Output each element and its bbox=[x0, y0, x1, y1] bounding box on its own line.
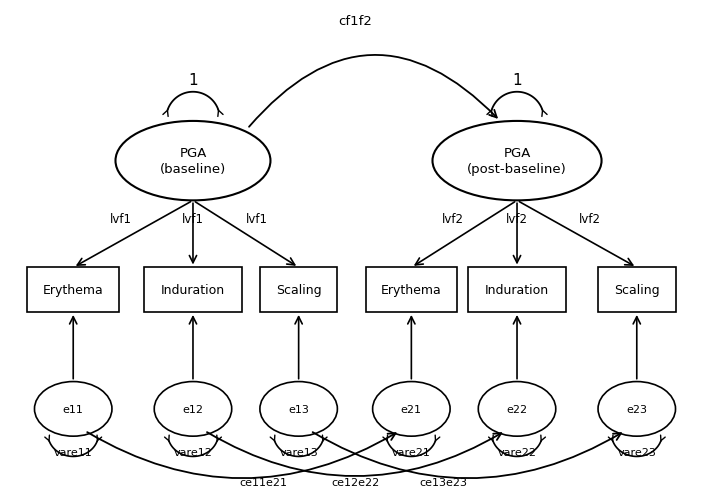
Text: vare23: vare23 bbox=[617, 447, 656, 457]
Bar bbox=[260, 268, 337, 313]
Text: e13: e13 bbox=[288, 404, 309, 414]
Text: lvf1: lvf1 bbox=[246, 213, 268, 226]
Text: Scaling: Scaling bbox=[614, 284, 660, 297]
Text: 1: 1 bbox=[512, 73, 522, 88]
Text: vare12: vare12 bbox=[173, 447, 212, 457]
Text: Induration: Induration bbox=[485, 284, 549, 297]
Text: cf1f2: cf1f2 bbox=[338, 15, 372, 28]
Text: ce12e22: ce12e22 bbox=[331, 477, 379, 487]
Bar bbox=[28, 268, 119, 313]
Bar bbox=[598, 268, 675, 313]
Text: lvf2: lvf2 bbox=[506, 213, 528, 226]
Text: vare21: vare21 bbox=[392, 447, 431, 457]
Text: vare22: vare22 bbox=[498, 447, 537, 457]
Text: Erythema: Erythema bbox=[381, 284, 442, 297]
Text: vare13: vare13 bbox=[279, 447, 318, 457]
Bar bbox=[366, 268, 457, 313]
Text: e21: e21 bbox=[401, 404, 422, 414]
Text: Induration: Induration bbox=[161, 284, 225, 297]
Text: Erythema: Erythema bbox=[43, 284, 104, 297]
Text: lvf2: lvf2 bbox=[442, 213, 464, 226]
Text: 1: 1 bbox=[188, 73, 198, 88]
Text: PGA
(post-baseline): PGA (post-baseline) bbox=[467, 147, 567, 176]
Text: e22: e22 bbox=[506, 404, 528, 414]
Bar bbox=[143, 268, 242, 313]
Text: e23: e23 bbox=[626, 404, 648, 414]
Text: ce11e21: ce11e21 bbox=[239, 477, 288, 487]
Text: ce13e23: ce13e23 bbox=[419, 477, 467, 487]
Text: lvf1: lvf1 bbox=[110, 213, 132, 226]
Text: e11: e11 bbox=[62, 404, 84, 414]
Text: lvf2: lvf2 bbox=[579, 213, 601, 226]
Text: vare11: vare11 bbox=[54, 447, 92, 457]
Text: PGA
(baseline): PGA (baseline) bbox=[160, 147, 226, 176]
Text: Scaling: Scaling bbox=[275, 284, 322, 297]
Bar bbox=[468, 268, 567, 313]
Text: lvf1: lvf1 bbox=[182, 213, 204, 226]
Text: e12: e12 bbox=[182, 404, 204, 414]
